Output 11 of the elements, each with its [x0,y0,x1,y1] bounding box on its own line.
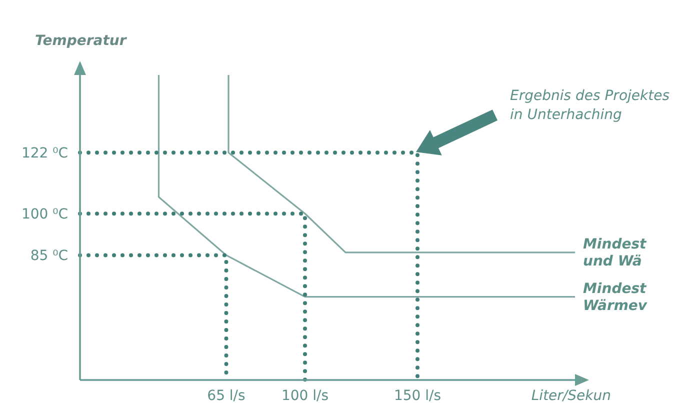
x-tick-label: 100 l/s [281,388,329,403]
series-label: Mindest Wärmev [583,280,648,314]
x-tick-label: 65 l/s [207,388,246,403]
x-tick-label: 150 l/s [394,388,442,403]
annotation: Ergebnis des Projektes in Unterhaching [510,88,670,123]
series-label: Mindest und Wä [583,236,648,270]
x-axis-title: Liter/Sekun [531,388,611,403]
y-axis-title: Temperatur [35,33,128,49]
y-tick-label: 122 ⁰C [21,146,68,162]
y-tick-label: 85 ⁰C [30,248,68,264]
y-tick-label: 100 ⁰C [21,206,68,223]
